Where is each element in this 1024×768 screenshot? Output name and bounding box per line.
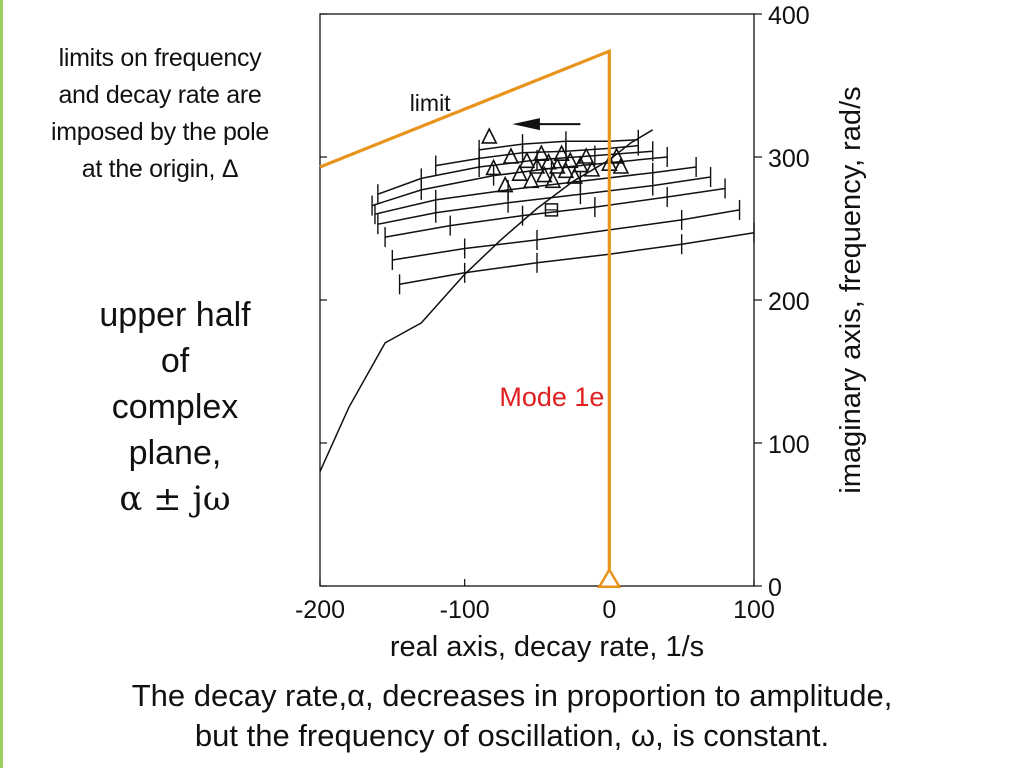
plane-note-line-1: upper half [99, 296, 251, 334]
root-locus-curve [319, 129, 654, 472]
triangle-marker [511, 164, 528, 181]
triangle-marker [553, 144, 570, 161]
triangle-marker [480, 127, 498, 144]
amplitude-curve-1 [399, 232, 755, 286]
y-tick-label: 400 [768, 2, 810, 30]
triangle-marker [566, 167, 583, 184]
caption-line-1: The decay rate,α, decreases in proportio… [131, 678, 893, 713]
triangle-marker [572, 155, 589, 173]
plane-note-line-3: complex [111, 388, 239, 426]
triangle-marker [528, 157, 546, 174]
triangle-marker [518, 151, 536, 169]
limits-note-line-2: and decay rate are [58, 81, 262, 109]
mode-label: Mode 1e [499, 382, 604, 412]
y-tick-label: 0 [768, 574, 782, 602]
limits-annotation: limits on frequency and decay rate are i… [10, 40, 310, 188]
limits-note-line-1: limits on frequency [58, 44, 262, 72]
slide-caption: The decay rate,α, decreases in proportio… [0, 676, 1024, 756]
origin-pole-marker [597, 567, 622, 588]
amplitude-curve-2 [392, 209, 740, 261]
triangle-marker [583, 160, 601, 177]
triangle-marker [612, 157, 630, 174]
caption-line-2: but the frequency of oscillation, ω, is … [194, 718, 830, 753]
triangle-marker [540, 152, 557, 170]
plot-frame [319, 13, 755, 587]
y-tick-label: 300 [768, 145, 810, 173]
limit-line [319, 48, 611, 586]
direction-arrow-head [512, 118, 540, 131]
complex-plane-annotation: upper half of complex plane, α ± jω [60, 292, 290, 522]
triangle-marker [533, 144, 550, 161]
x-tick-label: 0 [602, 596, 616, 624]
triangle-marker [485, 158, 502, 176]
triangle-marker [548, 157, 566, 174]
triangle-marker [522, 171, 540, 189]
x-tick-label: -100 [440, 596, 490, 624]
triangle-marker [608, 147, 625, 164]
amplitude-curve-5 [374, 166, 697, 215]
y-tick-label: 100 [768, 431, 810, 459]
triangle-marker [577, 147, 595, 164]
amplitude-curve-4 [377, 176, 711, 225]
x-tick-label: 100 [733, 596, 775, 624]
x-axis-label: real axis, decay rate, 1/s [390, 631, 704, 663]
y-tick-label: 200 [768, 288, 810, 316]
limit-label: limit [410, 90, 451, 116]
amplitude-curve-3 [384, 187, 726, 238]
plane-note-line-2: of [160, 342, 190, 380]
limits-note-line-4: at the origin, Δ [81, 155, 239, 183]
y-axis-label: imaginary axis, frequency, rad/s [835, 86, 867, 493]
triangle-marker [544, 171, 562, 189]
plane-note-line-5: α ± jω [119, 479, 231, 519]
triangle-marker [557, 161, 575, 179]
plane-note-line-4: plane, [128, 434, 222, 472]
limits-note-line-3: imposed by the pole [50, 118, 270, 146]
triangle-marker [535, 165, 553, 183]
triangle-marker [502, 147, 520, 164]
triangle-marker [496, 175, 514, 193]
slide-accent-bar [0, 0, 3, 768]
triangle-marker [561, 151, 579, 169]
x-tick-label: -200 [295, 596, 345, 624]
